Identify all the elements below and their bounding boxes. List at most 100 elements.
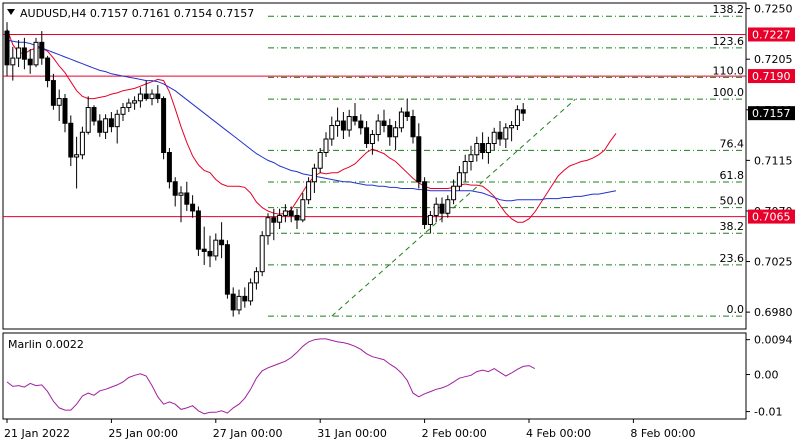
candle-body xyxy=(91,107,97,122)
candle-body xyxy=(456,172,462,187)
candle-body xyxy=(381,120,387,127)
fast-moving-average-line xyxy=(6,28,617,223)
candle-body xyxy=(387,125,393,138)
time-tick-label: 21 Jan 2022 xyxy=(4,427,70,440)
price-tick-label: 0.7025 xyxy=(754,256,793,269)
time-axis[interactable]: 21 Jan 2022 25 Jan 00:00 27 Jan 00:00 31 Ja… xyxy=(4,419,696,440)
candle-body xyxy=(79,131,85,156)
candle-body xyxy=(114,113,120,128)
candle-body xyxy=(10,57,16,66)
candle-body xyxy=(230,293,236,311)
candlesticks xyxy=(4,22,526,317)
candle-body xyxy=(190,203,196,212)
candle-body xyxy=(97,120,103,133)
fib-level-label: 123.6 xyxy=(713,35,745,48)
candle-body xyxy=(45,57,51,82)
level-price-label: 0.7227 xyxy=(752,28,791,41)
time-tick-label: 27 Jan 00:00 xyxy=(213,427,283,440)
candle-body xyxy=(224,244,230,295)
candle-body xyxy=(85,107,91,133)
candle-body xyxy=(74,154,80,158)
candle-body xyxy=(172,181,178,196)
marlin-line xyxy=(6,338,536,415)
candle-body xyxy=(364,127,370,145)
fib-level-label: 138.2 xyxy=(713,3,745,16)
candle-body xyxy=(497,131,503,140)
price-panel[interactable]: 0.0 23.6 38.2 50.0 61.8 76.4 100.0 110.0 123.6 13… xyxy=(2,2,795,330)
candle-body xyxy=(21,47,27,60)
candle-body xyxy=(213,239,219,257)
candle-body xyxy=(398,111,404,129)
indicator-axis[interactable]: 0.0094 0.00 -0.01 xyxy=(746,334,793,419)
candle-body xyxy=(184,192,190,205)
level-price-tag xyxy=(748,27,795,42)
candle-body xyxy=(451,185,457,201)
candle-body xyxy=(329,125,335,140)
candle-body xyxy=(271,217,277,223)
candle-body xyxy=(294,214,300,221)
indicator-label: Marlin 0.0022 xyxy=(8,338,84,351)
candle-body xyxy=(68,122,74,158)
candle-body xyxy=(248,282,254,302)
price-tick-label: 0.7205 xyxy=(754,53,793,66)
candle-body xyxy=(474,143,480,156)
candle-body xyxy=(282,210,288,216)
level-price-label: 0.7190 xyxy=(752,70,791,83)
candle-body xyxy=(491,131,497,145)
candle-body xyxy=(404,111,410,118)
indicator-tick-label: 0.0094 xyxy=(754,334,793,347)
indicator-panel[interactable]: 0.0094 0.00 -0.01 Marlin 0.0022 xyxy=(2,332,793,420)
candle-body xyxy=(50,80,56,106)
candle-body xyxy=(468,154,474,163)
symbol-header: AUDUSD,H4 0.7157 0.7161 0.7154 0.7157 xyxy=(20,7,254,20)
fib-level-label: 50.0 xyxy=(720,195,745,208)
candle-body xyxy=(103,118,109,133)
level-price-tag xyxy=(748,209,795,224)
time-tick-label: 4 Feb 00:00 xyxy=(526,427,591,440)
candle-body xyxy=(219,239,225,246)
candle-body xyxy=(439,203,445,214)
candle-body xyxy=(520,109,526,114)
candle-body xyxy=(306,181,312,201)
candle-body xyxy=(514,109,520,127)
candle-body xyxy=(161,98,167,154)
candle-body xyxy=(259,235,265,273)
candle-body xyxy=(300,199,306,221)
trend-line[interactable] xyxy=(331,98,576,317)
horizontal-levels[interactable] xyxy=(3,33,746,218)
candle-body xyxy=(108,118,114,128)
candle-body xyxy=(201,248,207,252)
candle-body xyxy=(178,192,184,196)
time-tick-label: 8 Feb 00:00 xyxy=(630,427,695,440)
candle-body xyxy=(120,107,126,115)
trend-line-segment[interactable] xyxy=(331,98,576,317)
current-price-label: 0.7157 xyxy=(752,107,791,120)
candle-body xyxy=(427,214,433,225)
price-tick-label: 0.7115 xyxy=(754,154,793,167)
indicator-panel-frame xyxy=(2,332,747,420)
candle-body xyxy=(317,152,323,169)
price-panel-frame xyxy=(2,2,747,330)
indicator-tick-label: 0.00 xyxy=(754,369,779,382)
candle-body xyxy=(352,116,358,122)
level-price-tag xyxy=(748,69,795,84)
candle-body xyxy=(416,136,422,183)
candle-body xyxy=(433,203,439,216)
candle-body xyxy=(242,295,248,302)
candle-body xyxy=(346,116,352,131)
chart-header: AUDUSD,H4 0.7157 0.7161 0.7154 0.7157 xyxy=(7,7,254,20)
candle-body xyxy=(480,143,486,154)
candle-body xyxy=(311,167,317,183)
candle-body xyxy=(265,217,271,237)
candle-body xyxy=(485,143,491,154)
indicator-tick-label: -0.01 xyxy=(754,406,782,419)
current-price-tag xyxy=(748,106,795,121)
candle-body xyxy=(288,210,294,216)
fib-level-label: 23.6 xyxy=(720,252,745,265)
fib-level-label: 0.0 xyxy=(727,303,745,316)
collapse-triangle-icon[interactable] xyxy=(7,9,15,15)
price-axis[interactable]: 0.72500.72050.71600.71150.70700.70250.69… xyxy=(746,3,795,320)
candle-body xyxy=(132,100,138,104)
